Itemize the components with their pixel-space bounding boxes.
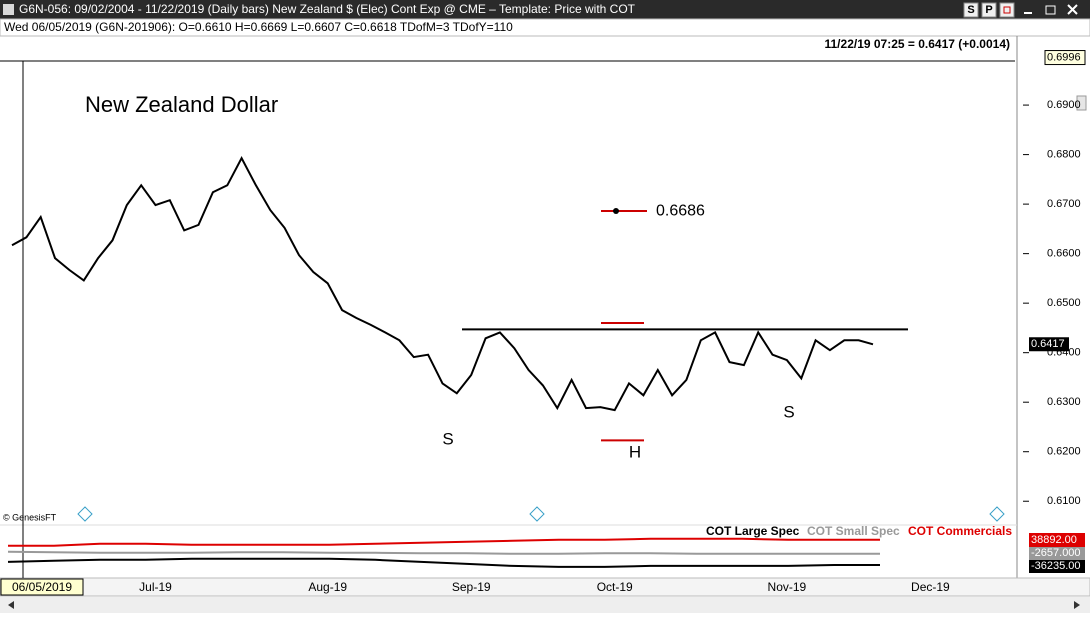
scrollbar[interactable] — [0, 597, 1090, 613]
cursor-date: 06/05/2019 — [12, 580, 72, 594]
y-tick-label: 0.6200 — [1047, 446, 1081, 458]
y-tick-label: 0.6600 — [1047, 248, 1081, 260]
value-label: -36235.00 — [1031, 560, 1081, 572]
copyright: © GenesisFT — [3, 512, 57, 522]
title-bar — [0, 0, 1090, 19]
y-tick-label: 0.6700 — [1047, 198, 1081, 210]
x-tick-label: Nov-19 — [768, 580, 807, 594]
top-value: 0.6996 — [1047, 51, 1081, 63]
app-icon — [3, 4, 14, 15]
price-line — [11, 155, 874, 412]
info-bar — [0, 18, 1090, 37]
cursor-date-box — [0, 578, 84, 596]
title-buttons: S P — [963, 2, 1078, 18]
value-label-box — [1029, 559, 1085, 573]
value-label: 38892.00 — [1031, 534, 1077, 546]
cot-line — [7, 550, 880, 555]
value-label-box — [1029, 533, 1085, 547]
button-link[interactable] — [999, 2, 1015, 18]
close[interactable] — [1067, 4, 1078, 15]
button-p[interactable] — [981, 2, 997, 18]
y-tick-label: 0.6300 — [1047, 396, 1081, 408]
scroll-right[interactable] — [1074, 601, 1080, 609]
pattern-label: H — [629, 442, 641, 461]
x-tick-label: Aug-19 — [308, 580, 347, 594]
restore[interactable] — [1045, 5, 1056, 15]
cot-line — [8, 537, 880, 547]
icon[interactable] — [989, 506, 1005, 522]
button-label: S — [967, 4, 974, 16]
x-tick-label: Oct-19 — [597, 580, 633, 594]
last-value: 0.6417 — [1031, 338, 1065, 350]
x-tick-label: Dec-19 — [911, 580, 950, 594]
bar-info: Wed 06/05/2019 (G6N-201906): O=0.6610 H=… — [4, 20, 513, 34]
legend-entry: COT Small Spec — [807, 524, 900, 538]
cot-line — [7, 557, 880, 568]
icon[interactable] — [529, 506, 545, 522]
value-label: -2657.000 — [1031, 547, 1081, 559]
button-s[interactable] — [963, 2, 979, 18]
legend-entry: COT Large Spec — [706, 524, 800, 538]
value-label-box — [1029, 546, 1085, 560]
legend-entry: COT Commercials — [908, 524, 1012, 538]
quote: 11/22/19 07:25 = 0.6417 (+0.0014) — [825, 37, 1011, 51]
icon — [1003, 6, 1011, 14]
button-label: P — [985, 4, 992, 16]
target-label: 0.6686 — [656, 202, 705, 219]
top-value-box — [1044, 50, 1086, 66]
time-axis — [0, 577, 1090, 597]
x-tick-label: Jul-19 — [139, 580, 172, 594]
pane-icons — [77, 506, 1005, 522]
window-title: G6N-056: 09/02/2004 - 11/22/2019 (Daily … — [19, 2, 636, 16]
y-tick-label: 0.6100 — [1047, 495, 1081, 507]
target-dot — [613, 208, 619, 215]
x-tick-label: Sep-19 — [452, 580, 491, 594]
scroll-left[interactable] — [8, 601, 14, 609]
icon[interactable] — [77, 506, 93, 522]
pattern-label: S — [783, 402, 794, 421]
chart-title: New Zealand Dollar — [85, 92, 278, 117]
y-tick-label: 0.6900 — [1047, 99, 1081, 111]
last-value-box — [1029, 337, 1069, 352]
y-tick-label: 0.6500 — [1047, 297, 1081, 309]
scroll-handle[interactable] — [1076, 95, 1087, 111]
pattern-label: S — [442, 429, 453, 448]
y-tick-label: 0.6800 — [1047, 149, 1081, 161]
